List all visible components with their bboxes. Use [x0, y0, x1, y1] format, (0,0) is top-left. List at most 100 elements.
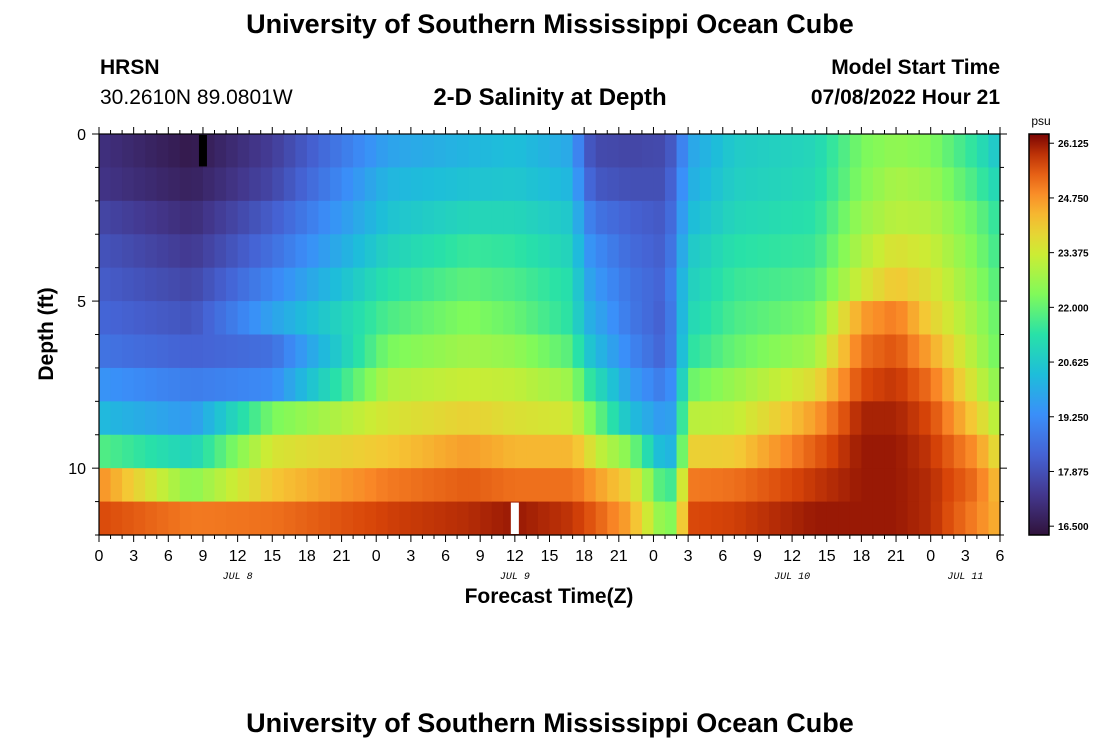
heatmap-cell: [768, 167, 782, 202]
heatmap-cell: [722, 167, 735, 202]
x-tick-label: 6: [441, 548, 450, 565]
heatmap-cell: [676, 401, 689, 436]
heatmap-cell: [757, 167, 770, 202]
heatmap-cell: [283, 234, 296, 269]
heatmap-cell: [872, 401, 886, 436]
heatmap-cell: [122, 367, 135, 402]
heatmap-cell: [399, 367, 412, 402]
heatmap-cell: [919, 334, 932, 369]
heatmap-marker: [510, 502, 519, 534]
heatmap-cell: [537, 334, 551, 369]
heatmap-cell: [353, 167, 366, 202]
heatmap-cell: [249, 334, 262, 369]
heatmap-cell: [226, 167, 239, 202]
heatmap-cell: [503, 267, 516, 302]
heatmap-cell: [665, 434, 678, 469]
heatmap-cell: [433, 234, 447, 269]
heatmap-cell: [838, 267, 851, 302]
heatmap-cell: [272, 301, 285, 336]
heatmap-cell: [283, 468, 296, 503]
heatmap-cell: [295, 468, 308, 503]
heatmap-cell: [861, 401, 874, 436]
heatmap-cell: [433, 501, 447, 536]
heatmap-cell: [930, 468, 943, 503]
heatmap-cell: [815, 501, 828, 536]
heatmap-cell: [792, 434, 805, 469]
heatmap-cell: [734, 501, 747, 536]
heatmap-cell: [526, 301, 539, 336]
heatmap-cell: [433, 334, 447, 369]
heatmap-cell: [745, 468, 759, 503]
heatmap-cell: [665, 267, 678, 302]
heatmap-cell: [364, 267, 377, 302]
colorbar: psu 26.125 24.750 23.375 22.000 20.625 19.250…: [1028, 114, 1089, 536]
heatmap-cell: [341, 501, 354, 536]
heatmap-cell: [537, 267, 551, 302]
heatmap-cell: [861, 334, 874, 369]
heatmap-cell: [514, 434, 527, 469]
heatmap-cell: [849, 301, 862, 336]
heatmap-cell: [202, 267, 216, 302]
heatmap-cell: [942, 134, 955, 169]
heatmap-cell: [907, 167, 920, 202]
heatmap-cell: [341, 200, 354, 235]
heatmap-cell: [838, 200, 851, 235]
heatmap-cell: [295, 234, 308, 269]
heatmap-cell: [884, 434, 897, 469]
heatmap-cell: [768, 134, 782, 169]
heatmap-cell: [965, 167, 978, 202]
heatmap-cell: [826, 367, 839, 402]
heatmap-cell: [618, 367, 631, 402]
heatmap-cell: [942, 434, 955, 469]
heatmap-cell: [237, 301, 250, 336]
heatmap-cell: [896, 267, 909, 302]
heatmap-cell: [353, 401, 366, 436]
heatmap-cell: [884, 401, 897, 436]
heatmap-cell: [930, 200, 943, 235]
heatmap-cell: [607, 234, 620, 269]
heatmap-cell: [376, 367, 389, 402]
heatmap-cell: [572, 367, 585, 402]
heatmap-cell: [202, 367, 216, 402]
heatmap-cell: [942, 200, 955, 235]
heatmap-cell: [249, 367, 262, 402]
heatmap-cell: [965, 267, 978, 302]
heatmap-cell: [618, 401, 631, 436]
heatmap-cell: [896, 134, 909, 169]
heatmap-cell: [826, 501, 839, 536]
heatmap-cell: [688, 301, 701, 336]
heatmap-cell: [849, 367, 862, 402]
heatmap-cell: [976, 234, 990, 269]
y-tick-label: 5: [77, 294, 86, 311]
heatmap-cell: [919, 468, 932, 503]
heatmap-cell: [526, 167, 539, 202]
x-tick-label: 3: [406, 548, 415, 565]
heatmap-cell: [145, 501, 158, 536]
heatmap-cell: [849, 334, 862, 369]
heatmap-cell: [919, 434, 932, 469]
heatmap-cell: [803, 301, 816, 336]
heatmap-cell: [676, 468, 689, 503]
heatmap-cell: [665, 234, 678, 269]
heatmap-cell: [226, 200, 239, 235]
heatmap-cell: [537, 134, 551, 169]
heatmap-cell: [849, 200, 862, 235]
heatmap-cell: [849, 267, 862, 302]
heatmap-cell: [653, 434, 666, 469]
heatmap-cell: [919, 200, 932, 235]
heatmap-cell: [618, 200, 631, 235]
heatmap-cell: [353, 234, 366, 269]
heatmap-cell: [295, 167, 308, 202]
heatmap-cell: [711, 334, 724, 369]
heatmap-cell: [641, 468, 655, 503]
heatmap-cell: [133, 134, 146, 169]
heatmap-cell: [353, 301, 366, 336]
heatmap-cell: [202, 167, 216, 202]
heatmap-cell: [514, 301, 527, 336]
x-tick-label: 21: [610, 548, 628, 565]
heatmap-cell: [665, 367, 678, 402]
heatmap-cell: [872, 434, 886, 469]
heatmap-cell: [410, 167, 424, 202]
heatmap-cell: [641, 334, 655, 369]
heatmap-cell: [480, 501, 493, 536]
